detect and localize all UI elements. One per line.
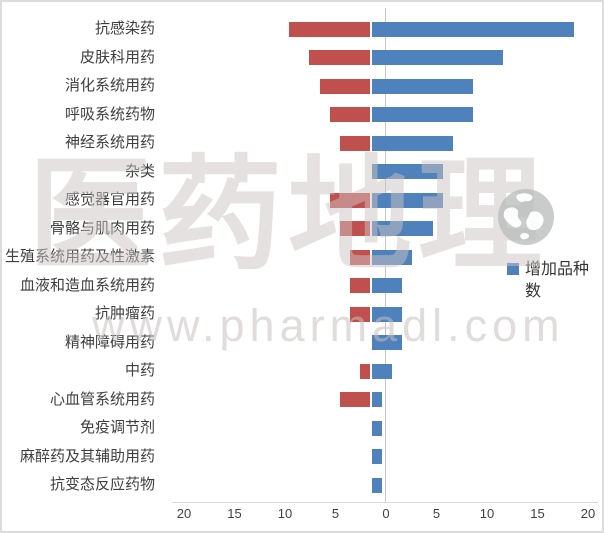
increase-bar bbox=[372, 477, 383, 493]
x-tick-label: 5 bbox=[331, 506, 340, 521]
increase-bar bbox=[372, 21, 574, 37]
bar-zone bbox=[169, 192, 602, 208]
legend: 增加品种数 bbox=[507, 259, 602, 302]
category-label: 呼吸系统药物 bbox=[64, 105, 155, 123]
bar-row: 消化系统用药 bbox=[2, 72, 602, 101]
increase-bar bbox=[372, 192, 443, 208]
bar-zone bbox=[169, 420, 602, 436]
category-label: 麻醉药及其辅助用药 bbox=[19, 447, 155, 465]
bar-zone bbox=[169, 278, 602, 294]
increase-bar bbox=[372, 221, 433, 237]
increase-bar bbox=[372, 363, 393, 379]
category-label: 心血管系统用药 bbox=[49, 390, 155, 408]
decrease-bar bbox=[349, 306, 370, 322]
increase-bar bbox=[372, 306, 403, 322]
category-label: 血液和造血系统用药 bbox=[19, 276, 155, 294]
x-tick-label: 5 bbox=[432, 506, 441, 521]
category-label: 抗变态反应药物 bbox=[49, 476, 155, 494]
x-tick-label: 10 bbox=[479, 506, 495, 521]
decrease-bar bbox=[349, 278, 370, 294]
x-tick-label: 20 bbox=[176, 506, 192, 521]
bar-row: 抗变态反应药物 bbox=[2, 471, 602, 500]
decrease-bar bbox=[339, 221, 370, 237]
x-tick-label: 15 bbox=[227, 506, 242, 521]
bar-zone bbox=[169, 164, 602, 180]
increase-bar bbox=[372, 278, 403, 294]
bar-zone bbox=[169, 306, 602, 322]
bar-zone bbox=[169, 363, 602, 379]
category-label: 抗感染药 bbox=[94, 20, 155, 38]
bar-row: 皮肤科用药 bbox=[2, 44, 602, 73]
decrease-bar bbox=[309, 50, 370, 66]
category-label: 抗肿瘤药 bbox=[94, 305, 155, 323]
legend-label: 增加品种数 bbox=[525, 261, 590, 300]
bar-zone bbox=[169, 50, 602, 66]
category-label: 感觉器官用药 bbox=[64, 191, 155, 209]
x-axis-line bbox=[172, 502, 598, 503]
increase-bar bbox=[372, 420, 383, 436]
bar-row: 免疫调节剂 bbox=[2, 414, 602, 443]
x-tick-label: 15 bbox=[530, 506, 545, 521]
x-axis-ticks: 20 15 10 5 0 5 10 15 20 bbox=[2, 506, 602, 526]
increase-bar bbox=[372, 78, 473, 94]
category-label: 免疫调节剂 bbox=[79, 419, 155, 437]
decrease-bar bbox=[339, 392, 370, 408]
increase-bar bbox=[372, 449, 383, 465]
bar-row: 骨骼与肌肉用药 bbox=[2, 215, 602, 244]
increase-bar bbox=[372, 50, 504, 66]
bar-zone bbox=[169, 249, 602, 265]
decrease-bar bbox=[339, 135, 370, 151]
bar-rows: 抗感染药皮肤科用药消化系统用药 呼吸系统药物 神经系统用药杂类感觉器官用药骨骼与肌肉… bbox=[2, 15, 602, 500]
increase-bar bbox=[372, 107, 473, 123]
bar-zone bbox=[169, 21, 602, 37]
bar-row: 麻醉药及其辅助用药 bbox=[2, 443, 602, 472]
bar-row: 精神障碍用药 bbox=[2, 329, 602, 358]
category-label: 神经系统用药 bbox=[64, 134, 155, 152]
decrease-bar bbox=[329, 192, 370, 208]
x-tick-label: 20 bbox=[580, 506, 596, 521]
category-label: 生殖系统用药及性激素 bbox=[4, 248, 155, 266]
bar-zone bbox=[169, 221, 602, 237]
increase-bar bbox=[372, 392, 383, 408]
bar-row: 心血管系统用药 bbox=[2, 386, 602, 415]
decrease-bar bbox=[349, 249, 370, 265]
x-tick-label: 0 bbox=[382, 506, 390, 521]
bar-row: 杂类 bbox=[2, 158, 602, 187]
category-label: 精神障碍用药 bbox=[64, 333, 155, 351]
bar-zone bbox=[169, 392, 602, 408]
decrease-bar bbox=[319, 78, 370, 94]
bar-row: 抗肿瘤药 bbox=[2, 300, 602, 329]
bar-zone bbox=[169, 449, 602, 465]
category-label: 中药 bbox=[124, 362, 155, 380]
decrease-bar bbox=[289, 21, 370, 37]
x-tick-label: 10 bbox=[277, 506, 293, 521]
legend-swatch-icon bbox=[507, 263, 519, 275]
category-label: 消化系统用药 bbox=[64, 77, 155, 95]
bar-row: 呼吸系统药物 bbox=[2, 101, 602, 130]
bar-zone bbox=[169, 107, 602, 123]
bar-row: 神经系统用药 bbox=[2, 129, 602, 158]
decrease-bar bbox=[359, 363, 370, 379]
increase-bar bbox=[372, 164, 443, 180]
category-label: 杂类 bbox=[124, 162, 155, 180]
bar-zone bbox=[169, 335, 602, 351]
category-label: 骨骼与肌肉用药 bbox=[49, 219, 155, 237]
increase-bar bbox=[372, 135, 453, 151]
bar-row: 中药 bbox=[2, 357, 602, 386]
bar-zone bbox=[169, 135, 602, 151]
bar-row: 抗感染药 bbox=[2, 15, 602, 44]
bar-zone bbox=[169, 477, 602, 493]
increase-bar bbox=[372, 249, 413, 265]
bar-row: 生殖系统用药及性激素 bbox=[2, 243, 602, 272]
bar-zone bbox=[169, 78, 602, 94]
category-label: 皮肤科用药 bbox=[79, 48, 155, 66]
increase-bar bbox=[372, 335, 403, 351]
bar-row: 感觉器官用药 bbox=[2, 186, 602, 215]
decrease-bar bbox=[329, 107, 370, 123]
bar-row: 血液和造血系统用药 bbox=[2, 272, 602, 301]
